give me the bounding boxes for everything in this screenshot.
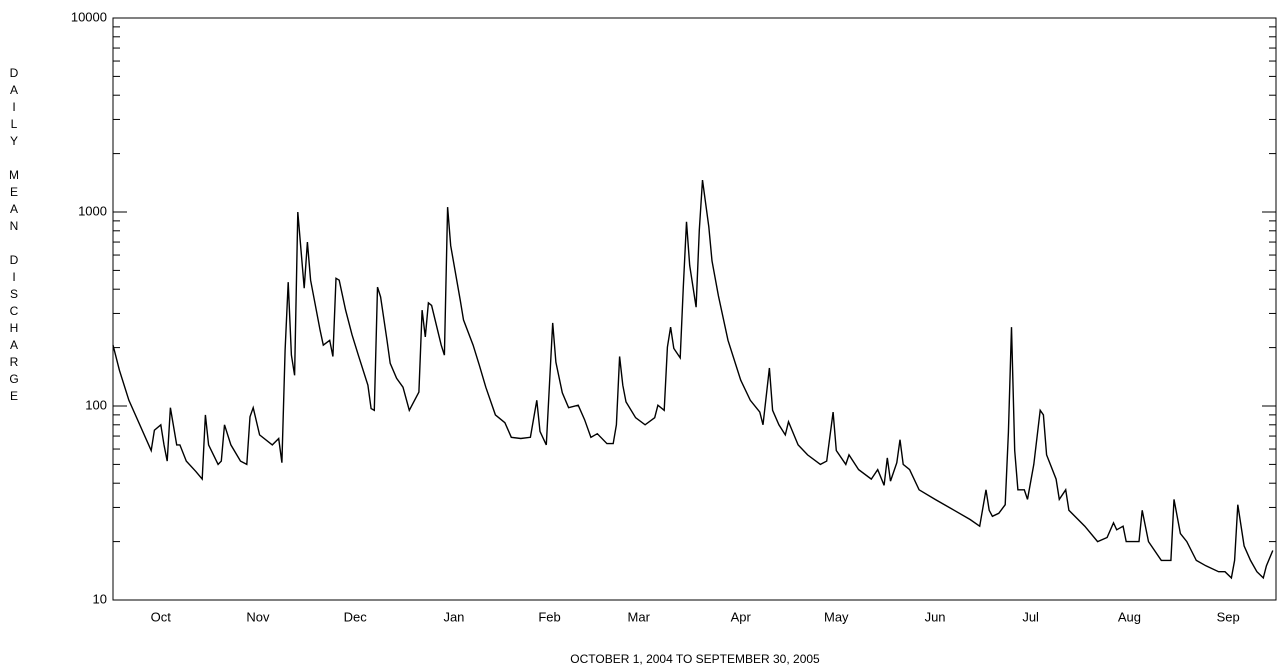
x-axis-label: OCTOBER 1, 2004 TO SEPTEMBER 30, 2005 [570,652,820,666]
y-axis-label: DAILY MEAN DISCHARGE [7,66,21,406]
x-tick-label: Sep [1217,609,1240,624]
x-tick-label: Aug [1118,609,1141,624]
y-tick-label: 100 [85,397,107,412]
x-tick-label: Nov [246,609,270,624]
x-tick-label: Jan [443,609,464,624]
y-tick-label: 1000 [78,203,107,218]
x-tick-label: Apr [731,609,752,624]
x-tick-label: Mar [628,609,651,624]
x-tick-label: Jul [1022,609,1039,624]
y-tick-label: 10000 [71,9,107,24]
x-tick-label: Jun [925,609,946,624]
y-tick-label: 10 [93,591,107,606]
x-tick-label: Dec [344,609,368,624]
data-line [112,180,1274,580]
plot-frame [112,17,1277,601]
x-tick-label: May [824,609,849,624]
x-tick-label: Oct [151,609,172,624]
x-tick-label: Feb [538,609,560,624]
